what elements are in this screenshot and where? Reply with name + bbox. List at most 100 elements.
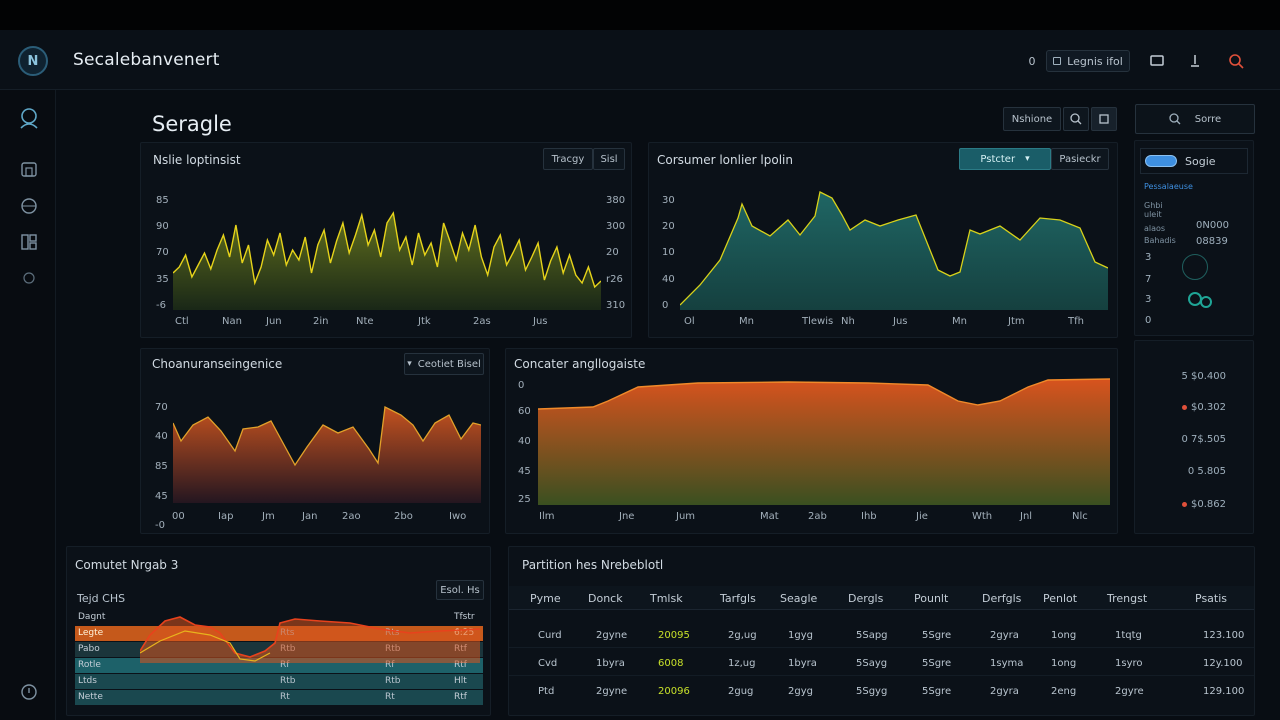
logo-glyph: N	[27, 53, 39, 69]
right-toggle-row[interactable]: Sogie	[1140, 148, 1248, 174]
panel1-y-right-tick: 300	[606, 221, 626, 232]
table-column-header: Trengst	[1107, 592, 1148, 605]
panel4-chart	[538, 378, 1110, 505]
panel5-button[interactable]: Esol. Hs	[436, 580, 484, 600]
top-strip	[0, 0, 1280, 30]
panel3-x-tick: 2bo	[394, 511, 413, 522]
table-column-header: Dergls	[848, 592, 884, 605]
table-cell: 1tqtg	[1115, 630, 1142, 641]
alert-search-icon[interactable]	[1226, 50, 1246, 72]
panel4-y-tick: 25	[518, 494, 531, 505]
panel5-row-label: Dagnt	[78, 612, 106, 622]
table-cell: 2g,ug	[728, 630, 757, 641]
table-cell: Cvd	[538, 658, 558, 669]
right-list-value: 5 $0.400	[1181, 371, 1226, 382]
right-list-item: 0 5.805	[1176, 466, 1226, 477]
table-column-header: Pounlt	[914, 592, 949, 605]
panel2-x-tick: Tlewis	[802, 316, 834, 327]
user-search-icon[interactable]	[17, 106, 41, 130]
panel4-x-tick: Jnl	[1020, 511, 1033, 522]
table-row[interactable]	[509, 624, 1254, 648]
panel2-y-tick: 40	[662, 274, 675, 285]
table-cell: 1ong	[1051, 658, 1077, 669]
panel2-x-tick: Jtm	[1008, 316, 1025, 327]
panel1-y-left-tick: 85	[156, 195, 169, 206]
panel1-y-right-tick: 380	[606, 195, 626, 206]
table-cell: 5Sgre	[922, 686, 952, 697]
panel1-y-left-tick: -6	[156, 300, 166, 311]
right-search[interactable]: Sorre	[1135, 104, 1255, 134]
panel3-dropdown[interactable]: ▾ Ceotiet Bisel	[404, 353, 484, 375]
right-list-item: $0.302	[1176, 402, 1226, 413]
panel4-area	[538, 379, 1110, 505]
menu-button[interactable]: Nshione	[1003, 107, 1061, 131]
panel5-subtitle: Tejd CHS	[77, 592, 126, 605]
globe-icon[interactable]	[17, 194, 41, 218]
login-button[interactable]: Legnis ifol	[1046, 50, 1130, 72]
search-icon[interactable]	[1063, 107, 1089, 131]
table-column-header: Derfgls	[982, 592, 1022, 605]
panel1-x-tick: Jtk	[418, 316, 431, 327]
panel3-x-tick: Iwo	[449, 511, 467, 522]
panel2-title: Corsumer lonlier lpolin	[657, 153, 793, 167]
panel3-chart	[173, 406, 481, 503]
table-cell: 2eng	[1051, 686, 1077, 697]
panel3-x-tick: Iap	[218, 511, 234, 522]
panel3-x-tick: 2ao	[342, 511, 361, 522]
logo-icon[interactable]: N	[18, 46, 48, 76]
panel2-x-tick: Tfh	[1068, 316, 1084, 327]
right-panel-line: uleit	[1144, 210, 1162, 219]
login-label: Legnis ifol	[1067, 54, 1123, 68]
panel2-x-tick: Ol	[684, 316, 695, 327]
right-list-item: 5 $0.400	[1176, 371, 1226, 382]
info-icon[interactable]	[17, 266, 41, 290]
copy-icon[interactable]	[1091, 107, 1117, 131]
right-panel-value: 0N000	[1196, 220, 1229, 231]
grid-icon[interactable]	[17, 230, 41, 254]
panel5-mid-label: Rtb	[385, 676, 401, 686]
table-cell: 2gug	[728, 686, 754, 697]
right-panel-axis: 3	[1145, 294, 1152, 305]
panel5-title: Comutet Nrgab 3	[75, 558, 179, 572]
panel5-mid-label: Rf	[385, 660, 395, 670]
chat-icon[interactable]	[1148, 50, 1166, 72]
panel1-x-tick: Ctl	[175, 316, 189, 327]
panel3-title: Choanuranseingenice	[152, 357, 283, 371]
chevron-down-icon: ▾	[407, 359, 412, 369]
right-panel-top	[1134, 140, 1254, 336]
table-cell: 1gyg	[788, 630, 813, 641]
panel5-row-value: Tfstr	[454, 612, 475, 622]
theme-toggle[interactable]: 0	[1028, 54, 1036, 68]
panel5-mid-label: Rf	[280, 660, 290, 670]
table-row[interactable]	[509, 652, 1254, 676]
panel4-x-tick: Jum	[676, 511, 696, 522]
panel1-y-left-tick: 70	[156, 247, 169, 258]
store-icon[interactable]	[17, 157, 41, 181]
table-cell: 5Sgyg	[856, 686, 888, 697]
panel4-x-tick: Nlc	[1072, 511, 1088, 522]
panel1-x-tick: Jus	[533, 316, 548, 327]
right-panel-axis: 7	[1145, 274, 1152, 285]
right-list-value: 0 7$.505	[1181, 434, 1226, 445]
panel5-row[interactable]	[75, 690, 483, 705]
panel5-mid-label: Rt	[385, 692, 395, 702]
panel1-y-right-tick: 20	[606, 247, 619, 258]
right-list-value: $0.862	[1191, 499, 1226, 510]
help-icon[interactable]	[17, 680, 41, 704]
panel5-row-value: Rtf	[454, 660, 467, 670]
table-column-header: Tmlsk	[650, 592, 683, 605]
right-list-item: 0 7$.505	[1176, 434, 1226, 445]
panel5-row-value: Hlt	[454, 676, 467, 686]
table-cell: 20096	[658, 686, 690, 697]
panel1-option-button[interactable]: Sisl	[593, 148, 625, 170]
panel2-option-button[interactable]: Pasieckr	[1051, 148, 1109, 170]
gear-icon[interactable]	[1182, 254, 1208, 280]
panel1-filter-button[interactable]: Tracgy	[543, 148, 593, 170]
page-title: Seragle	[152, 112, 232, 136]
panel2-x-tick: Jus	[893, 316, 908, 327]
toggle-switch[interactable]	[1145, 155, 1177, 167]
panel5-row[interactable]	[75, 674, 483, 689]
panel5-row-label: Ltds	[78, 676, 97, 686]
panel2-dropdown[interactable]: Pstcter ▾	[959, 148, 1051, 170]
share-icon[interactable]	[1186, 50, 1204, 72]
